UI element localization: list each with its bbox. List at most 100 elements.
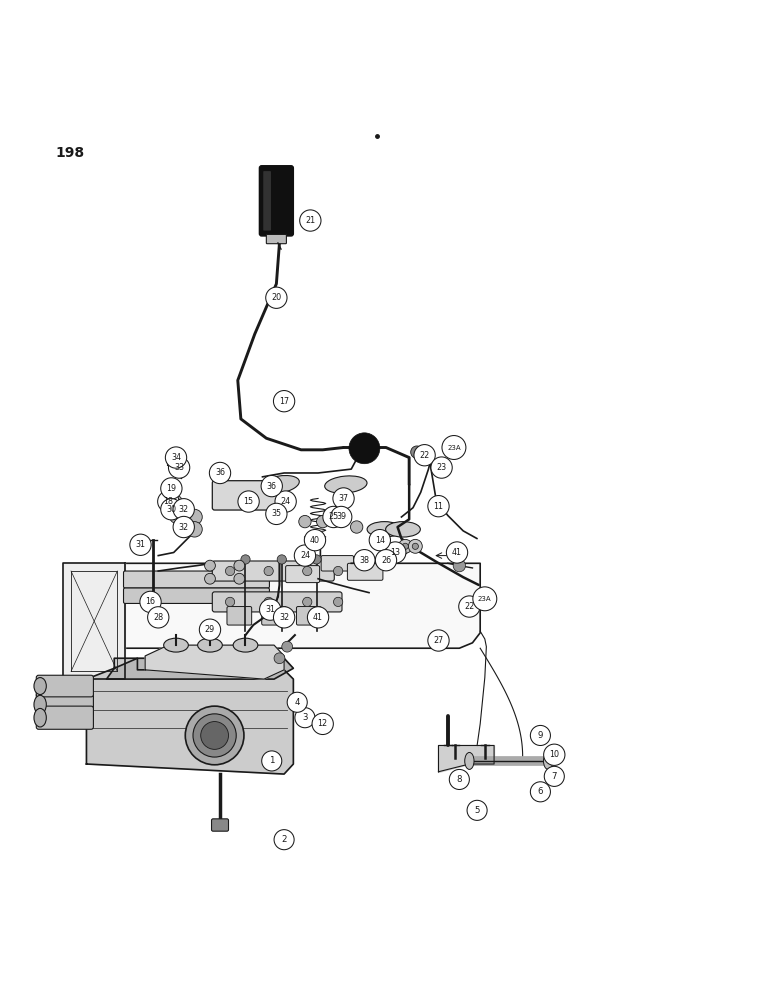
Circle shape <box>431 457 452 478</box>
Text: 33: 33 <box>174 463 184 472</box>
Circle shape <box>262 751 282 771</box>
Circle shape <box>369 529 391 551</box>
Text: 23A: 23A <box>478 596 492 602</box>
Circle shape <box>187 522 202 537</box>
Ellipse shape <box>543 752 553 769</box>
Circle shape <box>330 506 352 528</box>
Circle shape <box>333 488 354 509</box>
Circle shape <box>234 560 245 571</box>
Circle shape <box>261 475 283 497</box>
FancyBboxPatch shape <box>212 819 229 831</box>
Text: 16: 16 <box>146 597 155 606</box>
FancyBboxPatch shape <box>36 693 93 716</box>
Circle shape <box>170 495 182 508</box>
Circle shape <box>350 521 363 533</box>
Circle shape <box>295 708 315 728</box>
Polygon shape <box>125 563 480 648</box>
Text: 32: 32 <box>178 505 189 514</box>
Circle shape <box>173 516 195 538</box>
Text: 26: 26 <box>381 556 391 565</box>
Ellipse shape <box>233 638 258 652</box>
Circle shape <box>411 446 423 458</box>
Circle shape <box>303 566 312 576</box>
Circle shape <box>334 566 343 576</box>
Circle shape <box>287 692 307 712</box>
Circle shape <box>264 597 273 607</box>
Circle shape <box>225 597 235 607</box>
Text: 24: 24 <box>300 551 310 560</box>
Circle shape <box>161 499 182 520</box>
Circle shape <box>282 641 293 652</box>
Circle shape <box>307 607 329 628</box>
Circle shape <box>185 706 244 765</box>
Circle shape <box>349 433 380 464</box>
Text: 14: 14 <box>375 536 384 545</box>
Text: 27: 27 <box>433 636 444 645</box>
Circle shape <box>274 830 294 850</box>
Text: 3: 3 <box>302 713 308 722</box>
Circle shape <box>277 555 286 564</box>
Circle shape <box>449 769 469 790</box>
Circle shape <box>241 555 250 564</box>
Circle shape <box>375 550 397 571</box>
Text: 12: 12 <box>317 719 328 728</box>
Circle shape <box>130 534 151 555</box>
Polygon shape <box>145 645 284 679</box>
Text: 36: 36 <box>215 468 225 477</box>
Polygon shape <box>107 658 293 679</box>
Circle shape <box>398 539 412 553</box>
Circle shape <box>467 800 487 820</box>
FancyBboxPatch shape <box>347 563 383 580</box>
FancyBboxPatch shape <box>124 588 269 603</box>
Text: 38: 38 <box>360 556 369 565</box>
Text: 8: 8 <box>456 775 462 784</box>
Ellipse shape <box>216 486 266 506</box>
Circle shape <box>323 506 344 528</box>
Polygon shape <box>438 745 494 772</box>
Circle shape <box>193 714 236 757</box>
Circle shape <box>402 543 408 549</box>
Text: 28: 28 <box>153 613 164 622</box>
Text: 30: 30 <box>167 505 176 514</box>
Circle shape <box>544 766 564 786</box>
Circle shape <box>294 545 316 566</box>
Circle shape <box>459 596 480 617</box>
Circle shape <box>312 555 321 564</box>
Circle shape <box>446 542 468 563</box>
Circle shape <box>472 587 497 611</box>
FancyBboxPatch shape <box>36 706 93 729</box>
Text: 9: 9 <box>538 731 543 740</box>
Circle shape <box>187 509 202 525</box>
Circle shape <box>414 445 435 466</box>
Circle shape <box>412 543 418 549</box>
Text: 25: 25 <box>328 512 339 521</box>
Ellipse shape <box>198 638 222 652</box>
Circle shape <box>299 515 311 528</box>
Text: 32: 32 <box>178 523 189 532</box>
Circle shape <box>543 744 565 765</box>
Circle shape <box>201 722 229 749</box>
FancyBboxPatch shape <box>212 481 280 510</box>
Circle shape <box>317 515 329 528</box>
Circle shape <box>384 542 406 563</box>
Circle shape <box>173 499 195 520</box>
Circle shape <box>334 597 343 607</box>
Text: 198: 198 <box>56 146 85 160</box>
Text: 32: 32 <box>279 613 290 622</box>
Circle shape <box>273 607 295 628</box>
Circle shape <box>354 550 375 571</box>
Text: 40: 40 <box>310 536 320 545</box>
Text: 19: 19 <box>166 484 177 493</box>
Text: 35: 35 <box>271 509 282 518</box>
Circle shape <box>259 599 281 620</box>
Circle shape <box>312 713 334 735</box>
Polygon shape <box>86 658 293 774</box>
Ellipse shape <box>34 695 46 714</box>
Text: 39: 39 <box>336 512 347 521</box>
Text: 17: 17 <box>279 397 290 406</box>
FancyBboxPatch shape <box>227 607 252 625</box>
Ellipse shape <box>367 522 401 537</box>
Text: 22: 22 <box>419 451 430 460</box>
Text: 23A: 23A <box>447 445 461 451</box>
Text: 34: 34 <box>171 453 181 462</box>
